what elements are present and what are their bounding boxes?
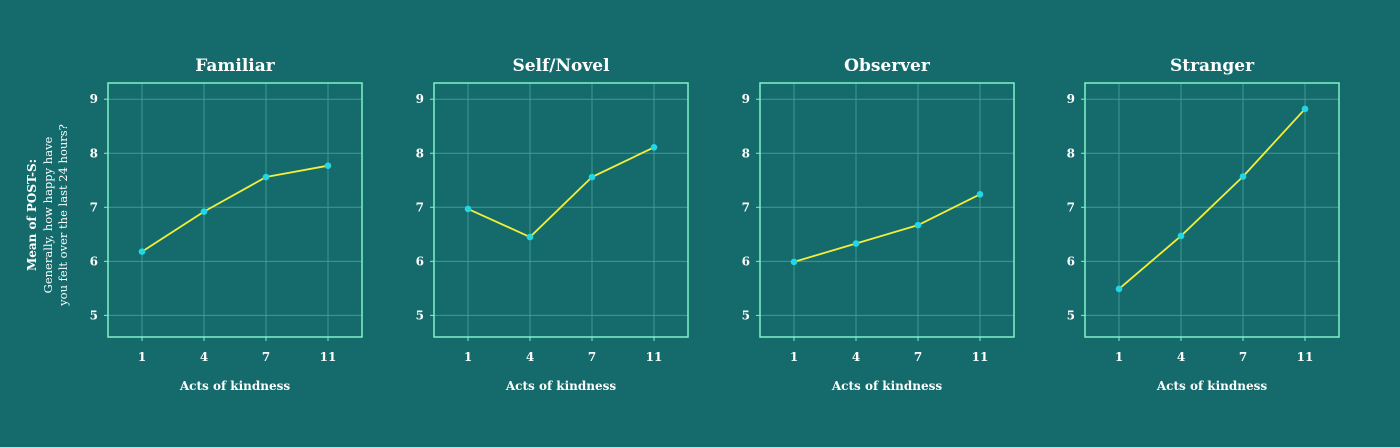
- y-tick-label: 7: [742, 200, 750, 214]
- panel-title: Observer: [844, 56, 931, 76]
- y-tick-label: 6: [90, 254, 98, 268]
- y-tick-label: 6: [416, 254, 424, 268]
- data-point: [790, 258, 798, 266]
- data-point: [588, 173, 596, 181]
- y-axis-label-line-1: Generally, how happy have: [41, 136, 55, 293]
- x-tick-label: 1: [464, 350, 472, 364]
- x-tick-label: 4: [852, 350, 860, 364]
- panel-observer: Observer 5 6 7 8 9 1 4 7 11 Acts of kindness: [742, 56, 1015, 393]
- data-point: [650, 144, 658, 151]
- x-tick-label: 11: [1297, 350, 1314, 364]
- y-axis-label-line-2: you felt over the last 24 hours?: [56, 124, 70, 307]
- y-tick-label: 9: [742, 92, 750, 106]
- x-axis-label: Acts of kindness: [505, 379, 617, 393]
- data-point: [914, 221, 922, 229]
- x-tick-label: 1: [790, 350, 798, 364]
- y-tick-label: 6: [1067, 254, 1075, 268]
- panel-title: Familiar: [195, 56, 276, 76]
- panel-frame: [433, 82, 689, 338]
- x-tick-label: 1: [1115, 350, 1123, 364]
- y-tick-label: 9: [90, 92, 98, 106]
- panel-frame: [759, 82, 1015, 338]
- data-point: [324, 162, 332, 169]
- y-tick-label: 5: [742, 308, 750, 322]
- data-point: [976, 191, 984, 198]
- panel-frame: [1084, 82, 1340, 338]
- panel-frame: [107, 82, 363, 338]
- x-tick-label: 7: [262, 350, 270, 364]
- x-tick-label: 11: [972, 350, 989, 364]
- y-tick-label: 7: [90, 200, 98, 214]
- x-tick-label: 11: [646, 350, 663, 364]
- series-line: [141, 164, 329, 253]
- y-tick-label: 8: [1067, 146, 1075, 160]
- data-point: [262, 173, 270, 181]
- y-tick-label: 9: [1067, 92, 1075, 106]
- panel-familiar: Familiar 5 6 7 8 9 1 4 7 11 Acts of kindness: [90, 56, 363, 393]
- panel-title: Stranger: [1170, 56, 1255, 76]
- y-tick-label: 8: [742, 146, 750, 160]
- y-tick-label: 8: [416, 146, 424, 160]
- panel-self-novel: Self/Novel 5 6 7 8 9 1 4 7 11 Acts of kindness: [416, 56, 689, 393]
- data-point: [526, 233, 534, 241]
- series-line: [1118, 108, 1306, 290]
- panel-stranger: Stranger 5 6 7 8 9 1 4 7 11 Acts of kindness: [1067, 56, 1340, 393]
- y-tick-label: 7: [1067, 200, 1075, 214]
- series-line: [793, 193, 981, 263]
- y-axis-label-group: Mean of POST-S: Generally, how happy hav…: [25, 124, 70, 307]
- x-tick-label: 1: [138, 350, 146, 364]
- y-tick-label: 5: [90, 308, 98, 322]
- x-tick-label: 4: [1177, 350, 1185, 364]
- y-tick-label: 5: [416, 308, 424, 322]
- x-axis-label: Acts of kindness: [831, 379, 943, 393]
- y-tick-label: 9: [416, 92, 424, 106]
- x-tick-label: 7: [1239, 350, 1247, 364]
- data-point: [852, 240, 860, 247]
- data-point: [1177, 232, 1185, 240]
- x-tick-label: 4: [200, 350, 208, 364]
- x-axis-label: Acts of kindness: [1156, 379, 1268, 393]
- y-tick-label: 6: [742, 254, 750, 268]
- y-tick-label: 7: [416, 200, 424, 214]
- y-tick-label: 5: [1067, 308, 1075, 322]
- y-axis-label-main: Mean of POST-S:: [25, 159, 39, 271]
- x-tick-label: 4: [526, 350, 534, 364]
- data-point: [464, 205, 472, 213]
- data-point: [200, 208, 208, 215]
- data-point: [1301, 105, 1309, 113]
- data-point: [1239, 173, 1247, 180]
- x-tick-label: 11: [320, 350, 337, 364]
- panel-title: Self/Novel: [512, 56, 610, 76]
- x-tick-label: 7: [588, 350, 596, 364]
- data-point: [1115, 285, 1123, 293]
- series-line: [467, 146, 655, 239]
- data-point: [138, 248, 146, 255]
- y-tick-label: 8: [90, 146, 98, 160]
- x-tick-label: 7: [914, 350, 922, 364]
- x-axis-label: Acts of kindness: [179, 379, 291, 393]
